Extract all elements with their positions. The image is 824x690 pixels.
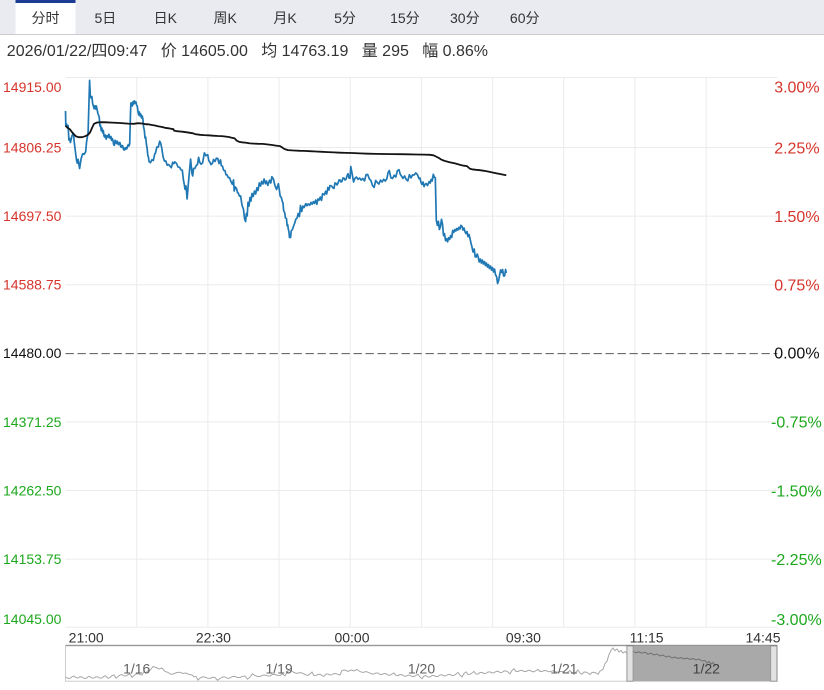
svg-text:-3.00%: -3.00% <box>771 612 822 629</box>
svg-text:00:00: 00:00 <box>334 630 369 646</box>
svg-text:14262.50: 14262.50 <box>3 483 62 499</box>
svg-text:1/16: 1/16 <box>123 661 150 677</box>
svg-text:1/20: 1/20 <box>408 661 435 677</box>
svg-text:22:30: 22:30 <box>196 630 231 646</box>
svg-text:60分: 60分 <box>510 10 540 26</box>
svg-text:-2.25%: -2.25% <box>771 552 822 569</box>
svg-text:14588.75: 14588.75 <box>3 277 62 293</box>
svg-text:14915.00: 14915.00 <box>3 79 62 95</box>
svg-text:14:45: 14:45 <box>745 630 780 646</box>
svg-text:14480.00: 14480.00 <box>3 345 62 361</box>
svg-text:分时: 分时 <box>32 10 60 26</box>
svg-text:0.00%: 0.00% <box>774 346 819 363</box>
svg-text:14806.25: 14806.25 <box>3 140 62 156</box>
svg-text:月K: 月K <box>273 10 297 26</box>
svg-text:14045.00: 14045.00 <box>3 611 62 627</box>
svg-text:15分: 15分 <box>390 10 420 26</box>
svg-text:-0.75%: -0.75% <box>771 415 822 432</box>
svg-text:-1.50%: -1.50% <box>771 483 822 500</box>
svg-text:周K: 周K <box>214 10 238 26</box>
svg-text:5分: 5分 <box>334 10 356 26</box>
svg-text:1/22: 1/22 <box>693 661 720 677</box>
svg-text:2.25%: 2.25% <box>774 140 819 157</box>
svg-text:1.50%: 1.50% <box>774 209 819 226</box>
svg-text:11:15: 11:15 <box>630 630 664 646</box>
svg-text:1/19: 1/19 <box>265 661 292 677</box>
svg-text:2026/01/22/四09:47 价 14605.00: 2026/01/22/四09:47 价 14605.00 均 14763.19 … <box>7 42 488 60</box>
svg-text:5日: 5日 <box>95 10 117 26</box>
svg-text:14371.25: 14371.25 <box>3 414 62 430</box>
svg-text:14697.50: 14697.50 <box>3 208 62 224</box>
svg-text:21:00: 21:00 <box>69 630 104 646</box>
svg-text:0.75%: 0.75% <box>774 278 819 295</box>
svg-text:3.00%: 3.00% <box>774 80 819 97</box>
svg-text:09:30: 09:30 <box>506 630 541 646</box>
svg-text:14153.75: 14153.75 <box>3 551 62 567</box>
svg-text:30分: 30分 <box>450 10 480 26</box>
svg-text:日K: 日K <box>154 10 178 26</box>
svg-text:1/21: 1/21 <box>550 661 577 677</box>
